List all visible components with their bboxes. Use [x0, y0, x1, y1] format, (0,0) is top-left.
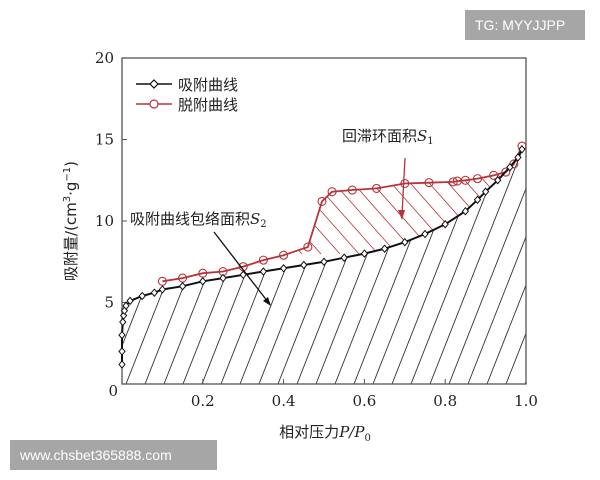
adsorption-point: [178, 281, 187, 291]
adsorption-point: [138, 291, 146, 301]
y-tick-label: 5: [104, 294, 114, 312]
svg-text:吸附曲线包络面积S2: 吸附曲线包络面积S2: [130, 210, 267, 230]
adsorption-point: [118, 360, 126, 369]
adsorption-point: [239, 270, 247, 280]
x-axis-label: 相对压力P/P0: [279, 423, 371, 444]
adsorption-area-hatch: [122, 146, 526, 384]
desorption-point: [501, 167, 511, 177]
x-tick-label: 0.8: [433, 392, 457, 410]
desorption-point: [489, 170, 499, 180]
hysteresis-area-hatch: [162, 157, 522, 255]
annotation-s2-text: 吸附曲线包络面积: [130, 210, 250, 228]
annotation-s2-arrow: [213, 231, 269, 303]
y-tick-label: 15: [95, 131, 114, 149]
adsorption-point: [421, 229, 429, 239]
legend-adsorption-label: 吸附曲线: [178, 76, 238, 94]
watermark-top: TG: MYYJJPP: [465, 10, 585, 40]
svg-text:回滞环面积S1: 回滞环面积S1: [342, 127, 434, 147]
adsorption-point: [300, 260, 308, 270]
adsorption-point: [259, 267, 268, 276]
adsorption-point: [518, 145, 526, 154]
annotation-s1-text: 回滞环面积: [342, 127, 417, 145]
y-axis-label: 吸附量/(cm3·g−1): [62, 161, 80, 281]
adsorption-curve: [118, 145, 526, 369]
arrow-head-icon: [263, 297, 271, 306]
desorption-point: [303, 242, 313, 252]
adsorption-point: [279, 264, 288, 273]
origin-label: 0: [108, 382, 118, 400]
y-tick-label: 10: [95, 212, 114, 230]
x-axis: 0.2 0.4 0.6 0.8 1.0 0: [108, 379, 538, 410]
adsorption-point: [441, 219, 449, 229]
desorption-point: [317, 196, 327, 206]
adsorption-point: [219, 273, 227, 283]
diamond-marker-icon: [149, 79, 159, 89]
annotation-s1-arrow: [401, 157, 406, 216]
desorption-point: [371, 183, 382, 193]
svg-text:吸附量/(cm3·g−1): 吸附量/(cm3·g−1): [62, 161, 80, 281]
adsorption-point: [118, 330, 126, 340]
legend: 吸附曲线 脱附曲线: [136, 76, 238, 114]
x-tick-label: 0.4: [272, 392, 296, 410]
adsorption-point: [158, 285, 167, 294]
adsorption-point: [119, 317, 127, 327]
annotation-s1: 回滞环面积S1: [342, 127, 434, 220]
adsorption-point: [473, 195, 482, 205]
desorption-point: [279, 250, 289, 260]
adsorption-point: [126, 296, 134, 306]
adsorption-point: [122, 301, 130, 311]
adsorption-point: [118, 347, 126, 356]
desorption-point: [472, 174, 483, 184]
adsorption-point: [514, 153, 522, 162]
x-tick-label: 0.2: [191, 392, 215, 410]
x-tick-label: 1.0: [514, 392, 538, 410]
desorption-point: [424, 178, 434, 188]
adsorption-point: [461, 206, 470, 216]
legend-desorption-label: 脱附曲线: [178, 96, 238, 114]
circle-marker-icon: [149, 99, 159, 109]
desorption-point: [347, 185, 357, 195]
y-tick-label: 20: [95, 49, 114, 67]
y-axis: 5 10 15 20: [95, 49, 127, 312]
adsorption-point: [494, 175, 502, 185]
desorption-point: [258, 255, 268, 265]
desorption-point: [400, 178, 410, 189]
adsorption-point: [199, 277, 207, 286]
adsorption-point: [340, 253, 348, 262]
adsorption-point: [360, 249, 369, 258]
desorption-point: [452, 176, 462, 186]
adsorption-point: [150, 288, 158, 297]
adsorption-point: [481, 187, 490, 196]
arrow-head-icon: [398, 210, 405, 220]
desorption-point: [327, 187, 337, 197]
x-tick-label: 0.6: [352, 392, 376, 410]
desorption-curve: [157, 141, 527, 286]
adsorption-point: [320, 257, 328, 267]
desorption-point: [448, 177, 458, 187]
adsorption-point: [401, 237, 409, 247]
annotation-s2: 吸附曲线包络面积S2: [130, 210, 271, 306]
adsorption-point: [380, 244, 389, 253]
watermark-bottom: www.chsbet365888.com: [10, 440, 217, 470]
adsorption-point: [506, 162, 514, 172]
